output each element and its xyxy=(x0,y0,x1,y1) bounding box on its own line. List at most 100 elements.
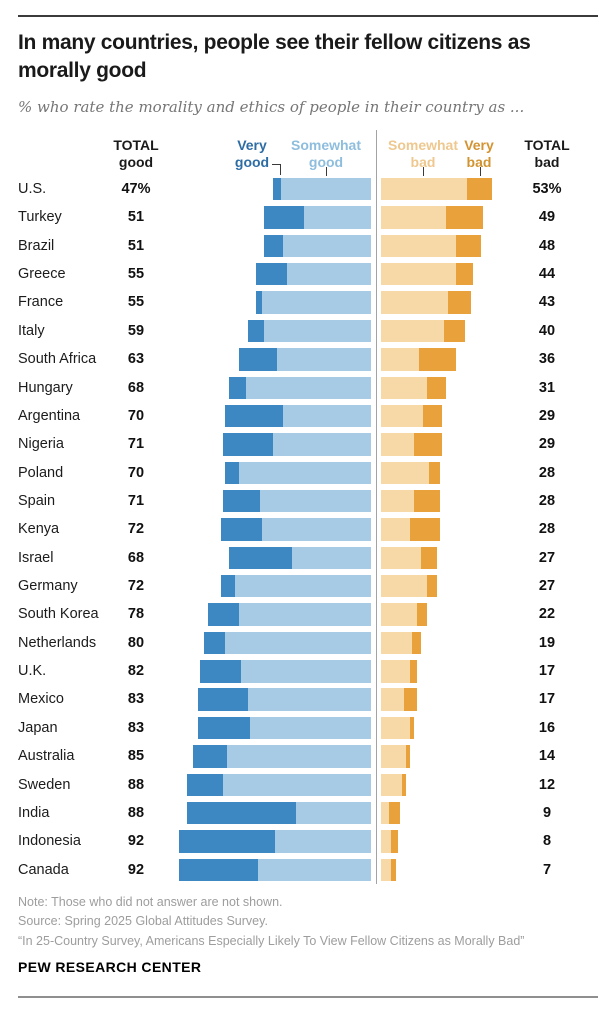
total-bad-value: 19 xyxy=(538,634,556,651)
country-label: Turkey xyxy=(18,209,62,226)
bar-very-bad xyxy=(401,773,407,796)
total-bad-value: 27 xyxy=(538,578,556,595)
bar-very-good xyxy=(247,319,265,343)
total-bad-value: 28 xyxy=(538,492,556,509)
chart-title: In many countries, people see their fell… xyxy=(18,31,531,82)
bar-somewhat-bad xyxy=(381,518,411,541)
bar-very-bad xyxy=(410,518,440,541)
total-bad-value: 22 xyxy=(538,606,556,623)
chart-row: Mexico 83 17 xyxy=(0,688,616,716)
bar-somewhat-good xyxy=(262,518,371,541)
bar-somewhat-good xyxy=(283,234,371,258)
country-label: Argentina xyxy=(18,407,81,424)
bar-very-good xyxy=(224,404,284,428)
bar-very-good xyxy=(264,234,284,258)
bar-very-good xyxy=(256,291,263,314)
country-label: Brazil xyxy=(18,237,55,254)
bar-very-good xyxy=(197,688,248,711)
country-label: Spain xyxy=(18,492,56,509)
bar-very-good xyxy=(197,716,250,740)
total-bad-value: 49 xyxy=(538,209,556,226)
bar-very-bad xyxy=(447,291,471,314)
total-good-value: 72 xyxy=(127,521,145,538)
total-bad-value: 29 xyxy=(538,407,556,424)
center-axis-line xyxy=(376,130,377,884)
legend-very-good: Very good xyxy=(234,137,270,170)
chart-row: Spain 71 28 xyxy=(0,489,616,518)
bar-somewhat-good xyxy=(239,603,371,626)
total-bad-value: 40 xyxy=(538,322,556,339)
total-bad-value: 29 xyxy=(538,436,556,453)
chart-row: Netherlands 80 19 xyxy=(0,631,616,660)
bar-somewhat-good xyxy=(239,461,371,484)
bar-somewhat-bad xyxy=(381,376,427,399)
bar-very-bad xyxy=(416,603,427,626)
bar-very-good xyxy=(178,858,259,882)
bar-somewhat-bad xyxy=(381,830,392,853)
bar-very-bad xyxy=(410,716,415,740)
total-bad-value: 17 xyxy=(538,691,556,708)
total-good-value: 83 xyxy=(127,719,145,736)
country-label: Germany xyxy=(18,578,78,595)
country-label: Canada xyxy=(18,861,69,878)
bar-somewhat-good xyxy=(276,348,371,371)
bar-somewhat-bad xyxy=(381,773,402,796)
bar-somewhat-bad xyxy=(381,858,392,882)
total-good-value: 85 xyxy=(127,748,145,765)
total-good-value: 63 xyxy=(127,351,145,368)
rows: U.S. 47% 53% Turkey 51 49 Brazil 51 48 Greece 55 44… xyxy=(0,178,616,890)
country-label: Kenya xyxy=(18,521,60,538)
bar-somewhat-good xyxy=(274,830,371,853)
total-good-value: 68 xyxy=(127,379,145,396)
bar-very-bad xyxy=(389,801,400,825)
bar-very-good xyxy=(203,631,225,655)
bar-somewhat-bad xyxy=(381,660,411,683)
bar-somewhat-good xyxy=(281,178,371,201)
bar-somewhat-bad xyxy=(381,631,413,655)
chart-row: Japan 83 16 xyxy=(0,716,616,745)
chart-row: Italy 59 40 xyxy=(0,319,616,348)
country-label: U.S. xyxy=(18,181,47,197)
bar-somewhat-bad xyxy=(381,489,415,513)
total-bad-value: 36 xyxy=(538,351,556,368)
total-good-value: 88 xyxy=(127,804,145,821)
total-bad-value: 28 xyxy=(538,521,556,538)
bar-very-good xyxy=(187,773,223,796)
country-label: Mexico xyxy=(18,691,64,708)
chart-row: Poland 70 28 xyxy=(0,461,616,490)
total-good-value: 71 xyxy=(127,492,145,509)
total-good-value: 47% xyxy=(121,181,151,197)
report-title-line: “In 25-Country Survey, Americans Especia… xyxy=(18,933,525,948)
country-label: Greece xyxy=(18,266,66,283)
column-header-total-good: TOTAL good xyxy=(113,137,159,170)
chart-row: Germany 72 27 xyxy=(0,575,616,603)
bar-very-good xyxy=(207,603,240,626)
country-label: U.K. xyxy=(18,663,47,680)
bar-somewhat-bad xyxy=(381,319,444,343)
total-bad-value: 14 xyxy=(538,748,556,765)
note-line: Note: Those who did not answer are not s… xyxy=(18,895,283,909)
bar-very-bad xyxy=(429,461,440,484)
bar-very-bad xyxy=(410,660,417,683)
country-label: South Korea xyxy=(18,606,99,623)
column-header-total-bad: TOTAL bad xyxy=(524,137,570,170)
chart-subtitle: % who rate the morality and ethics of pe… xyxy=(18,98,525,116)
bar-very-bad xyxy=(445,206,484,229)
total-bad-value: 28 xyxy=(538,464,556,481)
bar-very-good xyxy=(187,801,296,825)
total-good-value: 92 xyxy=(127,833,145,850)
total-bad-value: 7 xyxy=(542,861,552,878)
bar-somewhat-good xyxy=(222,773,371,796)
bar-somewhat-bad xyxy=(381,291,448,314)
bar-somewhat-bad xyxy=(381,206,446,229)
chart-row: Nigeria 71 29 xyxy=(0,433,616,461)
total-good-value: 88 xyxy=(127,776,145,793)
total-good-value: 51 xyxy=(127,209,145,226)
bar-somewhat-good xyxy=(287,263,371,286)
bar-very-good xyxy=(222,433,273,456)
total-good-value: 68 xyxy=(127,549,145,566)
chart-row: Sweden 88 12 xyxy=(0,773,616,802)
bar-somewhat-bad xyxy=(381,716,411,740)
bar-very-good xyxy=(199,660,242,683)
